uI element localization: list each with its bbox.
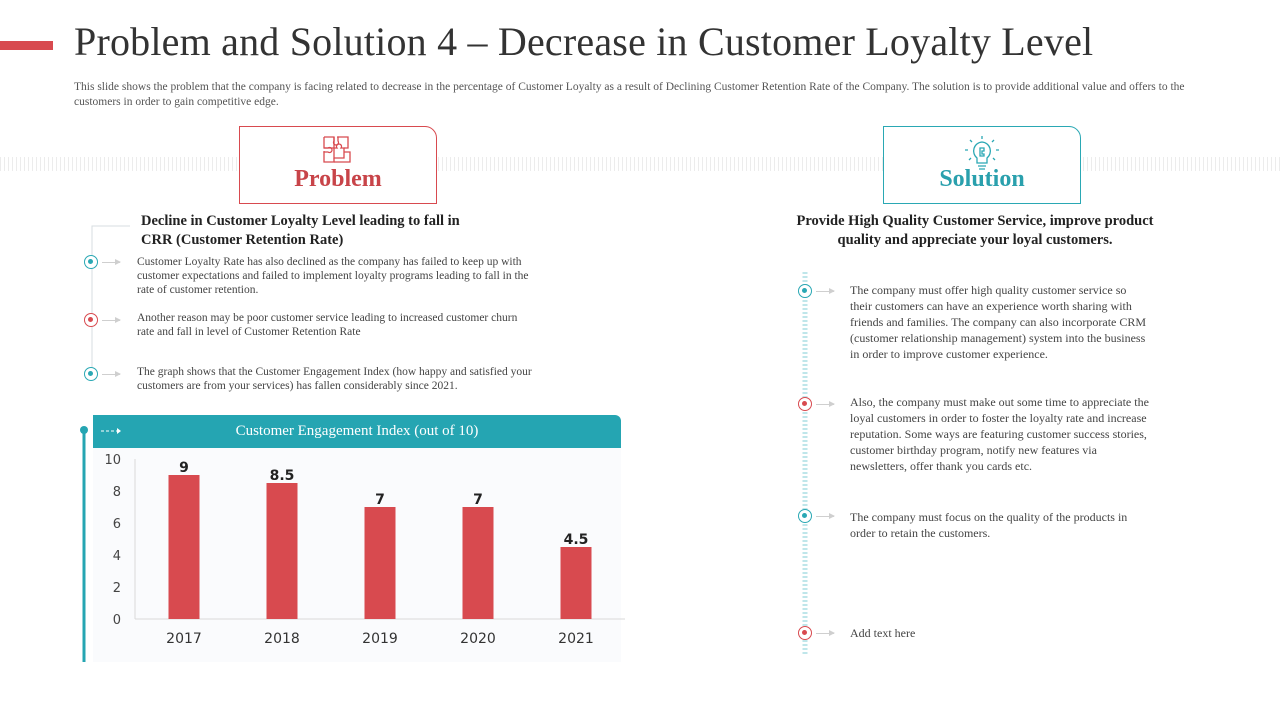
solution-bullet-4-icon bbox=[798, 626, 812, 640]
y-tick-label: 0 bbox=[113, 613, 121, 628]
solution-header-box: Solution bbox=[883, 126, 1081, 204]
arrow-icon bbox=[816, 630, 835, 636]
problem-point-2: Another reason may be poor customer serv… bbox=[137, 312, 518, 338]
arrow-icon bbox=[816, 513, 835, 519]
problem-bullet-1-icon bbox=[84, 255, 98, 269]
title-accent-bar bbox=[0, 41, 53, 50]
problem-label: Problem bbox=[294, 166, 382, 192]
lightbulb-puzzle-icon bbox=[962, 134, 1002, 176]
bar bbox=[364, 507, 396, 619]
decorative-stripe-left bbox=[0, 157, 239, 171]
chart-title: Customer Engagement Index (out of 10) bbox=[93, 415, 621, 448]
problem-point-1: Customer Loyalty Rate has also declined … bbox=[137, 256, 529, 296]
problem-subheading: Decline in Customer Loyalty Level leadin… bbox=[141, 213, 460, 248]
y-tick-label: 6 bbox=[113, 517, 121, 532]
puzzle-icon bbox=[321, 134, 355, 170]
bar bbox=[560, 547, 592, 619]
slide-title: Problem and Solution 4 – Decrease in Cus… bbox=[74, 19, 1094, 64]
arrow-icon bbox=[102, 371, 121, 377]
solution-point-2: Also, the company must make out some tim… bbox=[850, 395, 1149, 473]
arrow-icon bbox=[102, 317, 121, 323]
y-tick-label: 8 bbox=[113, 485, 121, 500]
x-tick-label: 2020 bbox=[460, 631, 496, 647]
solution-label: Solution bbox=[939, 166, 1025, 192]
bar-value-label: 4.5 bbox=[564, 532, 589, 548]
x-tick-label: 2021 bbox=[558, 631, 594, 647]
solution-subheading: Provide High Quality Customer Service, i… bbox=[796, 213, 1154, 248]
slide-description: This slide shows the problem that the co… bbox=[74, 81, 1185, 108]
decorative-stripe-middle bbox=[438, 157, 883, 171]
x-tick-label: 2017 bbox=[166, 631, 202, 647]
y-tick-label: 10 bbox=[104, 453, 121, 468]
solution-bullet-3-icon bbox=[798, 509, 812, 523]
x-tick-label: 2019 bbox=[362, 631, 398, 647]
problem-bullet-3-icon bbox=[84, 367, 98, 381]
y-tick-label: 4 bbox=[113, 549, 121, 564]
solution-point-4: Add text here bbox=[850, 626, 916, 640]
problem-point-3: The graph shows that the Customer Engage… bbox=[137, 366, 532, 392]
bar-value-label: 7 bbox=[473, 492, 483, 508]
bar-value-label: 9 bbox=[179, 460, 189, 476]
arrow-icon bbox=[102, 259, 121, 265]
y-tick-label: 2 bbox=[113, 581, 121, 596]
x-tick-label: 2018 bbox=[264, 631, 300, 647]
bar-chart: 0 2 4 6 8 10 9 2017 8.5 2018 7 2019 7 2020 4.5 2021 bbox=[104, 453, 625, 647]
bar bbox=[168, 475, 200, 619]
solution-point-1: The company must offer high quality cust… bbox=[850, 283, 1147, 361]
problem-header-box: Problem bbox=[239, 126, 437, 204]
bar bbox=[462, 507, 494, 619]
bar-value-label: 8.5 bbox=[270, 468, 295, 484]
bar-value-label: 7 bbox=[375, 492, 385, 508]
arrow-icon bbox=[816, 288, 835, 294]
chart-title-arrow-icon bbox=[101, 428, 121, 434]
arrow-icon bbox=[816, 401, 835, 407]
solution-bullet-1-icon bbox=[798, 284, 812, 298]
problem-bullet-2-icon bbox=[84, 313, 98, 327]
solution-point-3: The company must focus on the quality of… bbox=[850, 510, 1128, 540]
solution-bullet-2-icon bbox=[798, 397, 812, 411]
bar bbox=[266, 483, 298, 619]
decorative-stripe-right bbox=[1083, 157, 1280, 171]
